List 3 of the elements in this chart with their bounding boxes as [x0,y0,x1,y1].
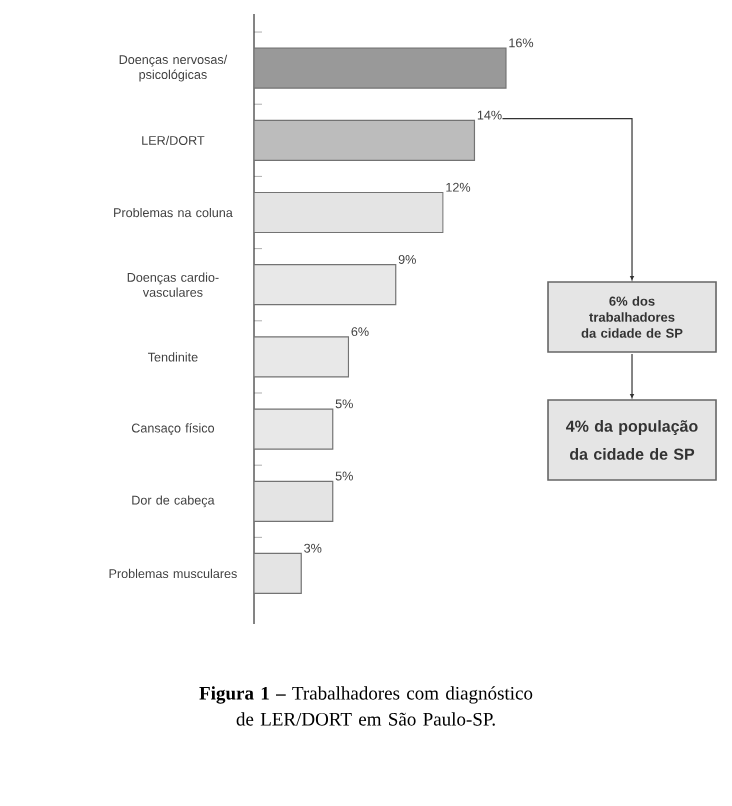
text: 4% da população da cidade de SP [566,420,698,460]
text: Figura 1 – Trabalhadores com diagnóstico de LER/DORT em São Paulo-SP. [199,686,533,726]
bar [254,552,302,595]
